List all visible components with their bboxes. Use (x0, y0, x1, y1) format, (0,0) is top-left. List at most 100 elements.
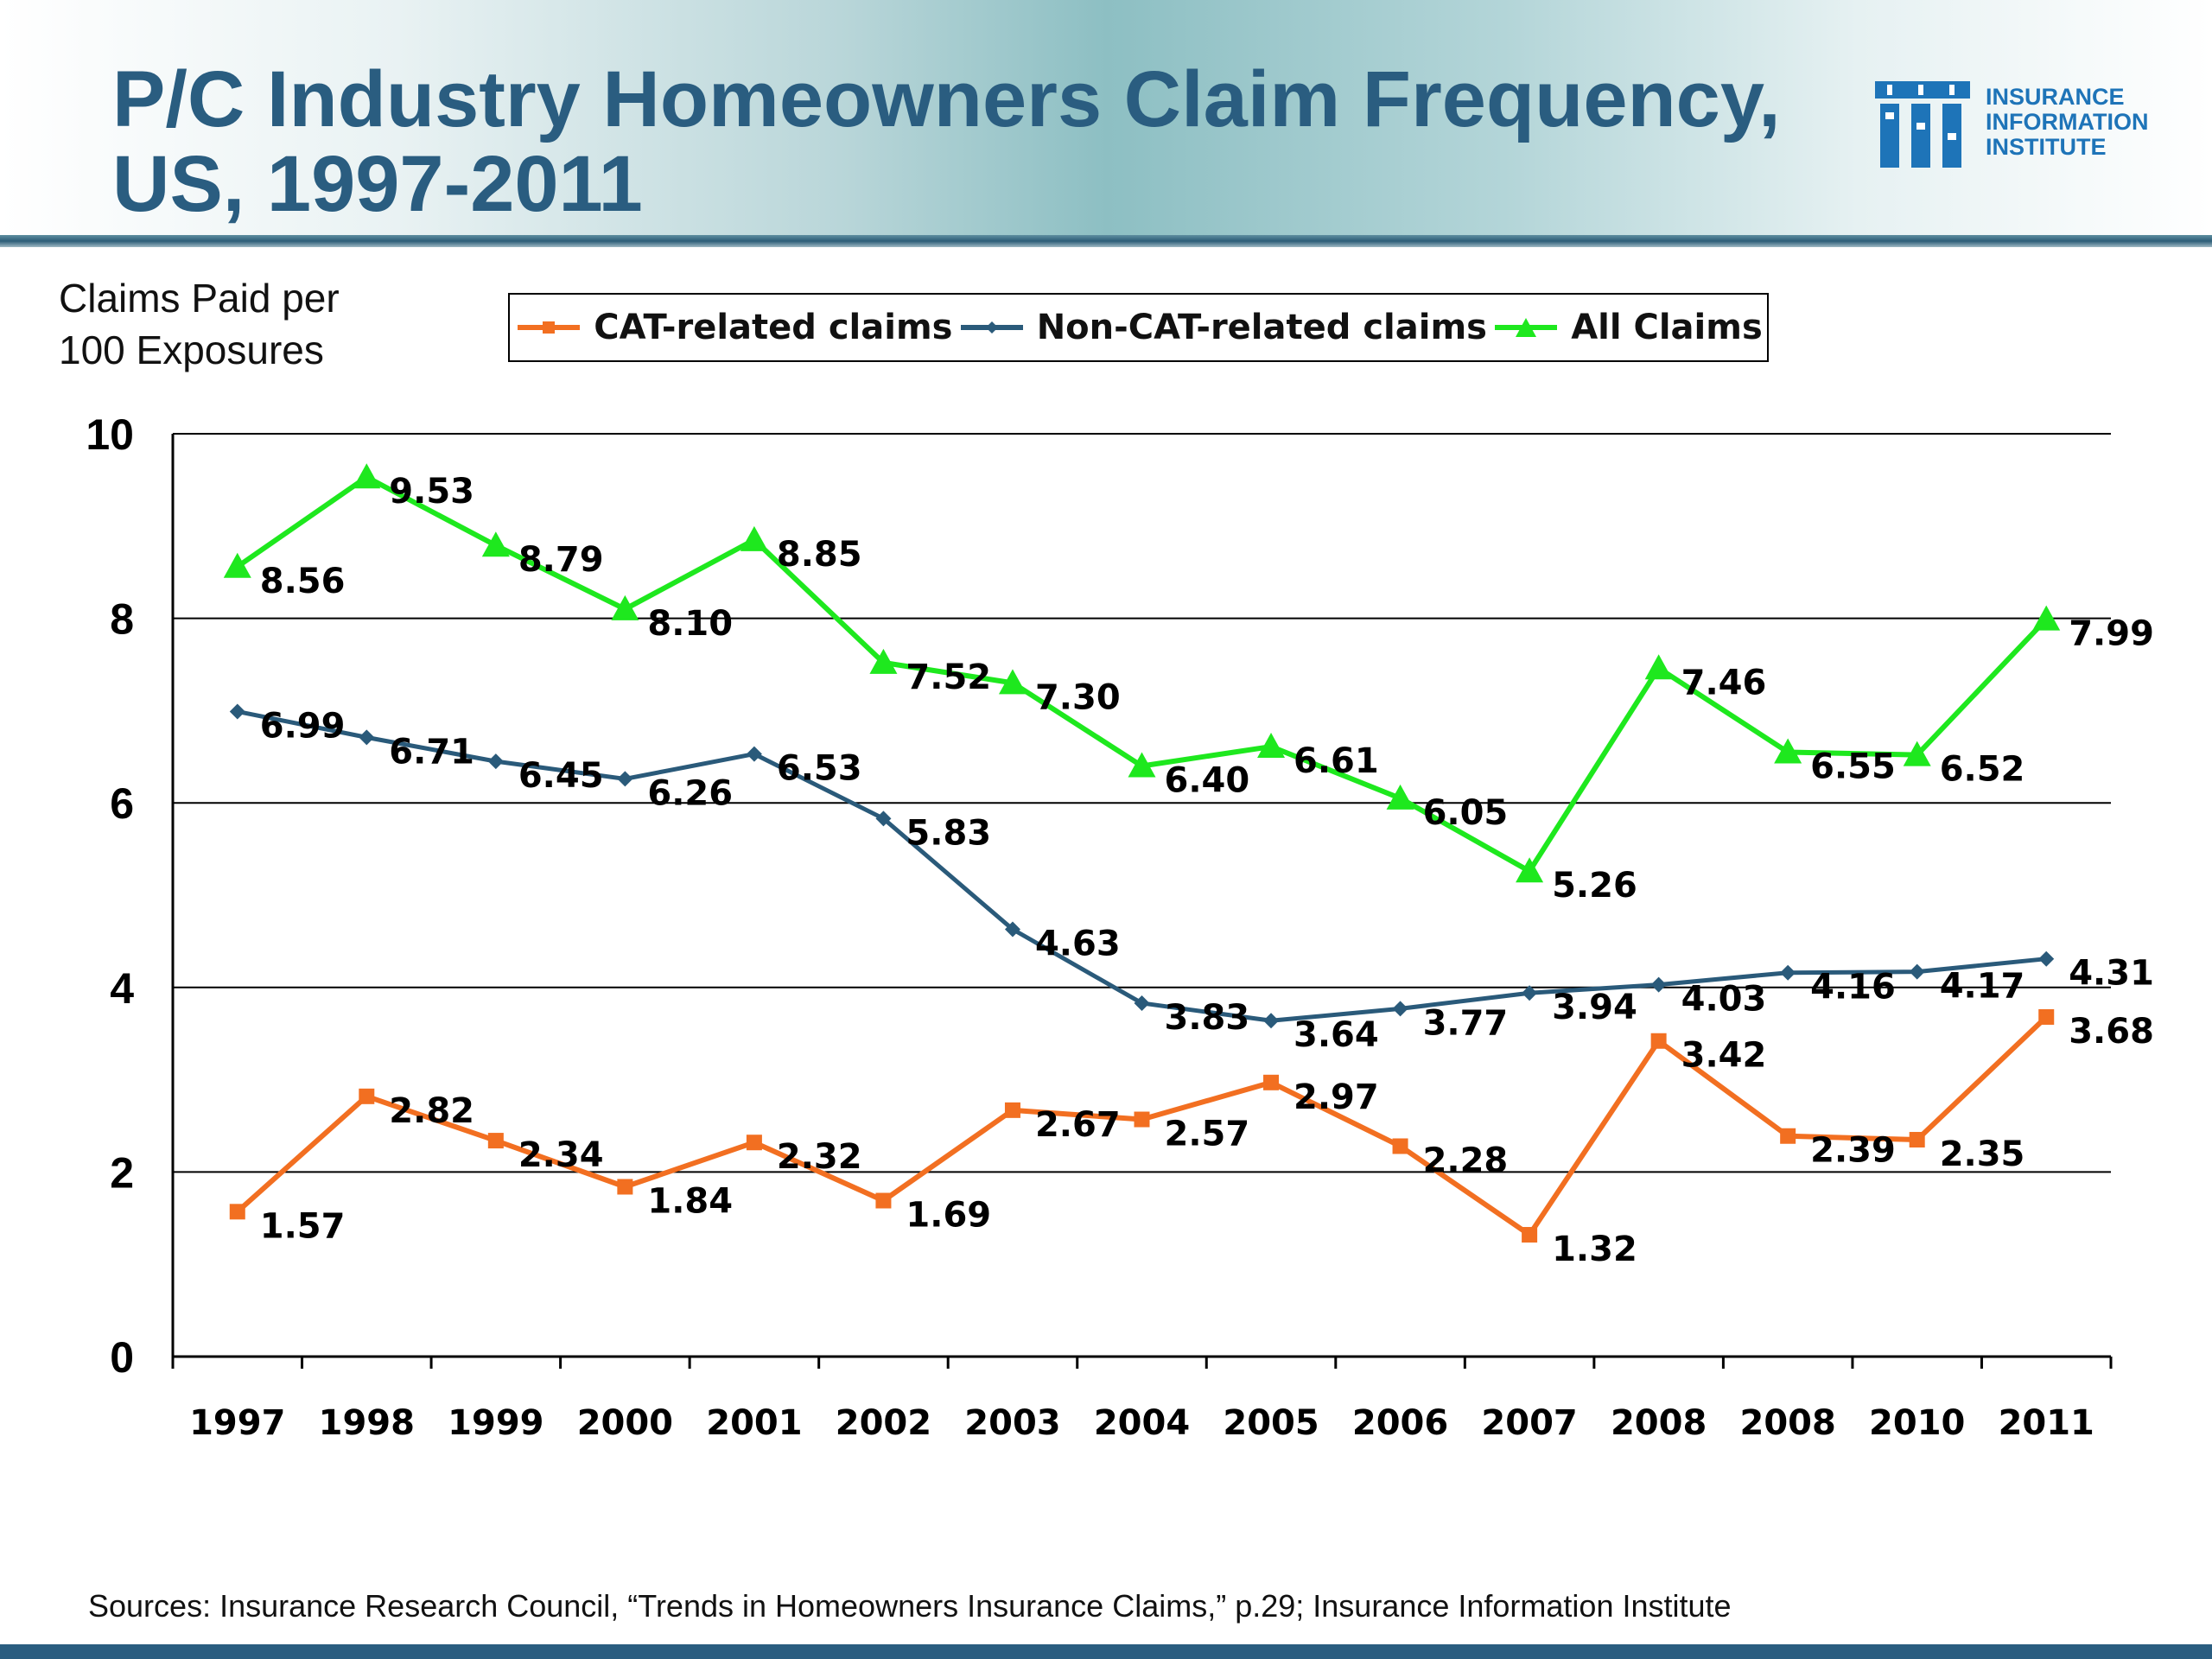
data-label: 4.31 (2069, 954, 2154, 994)
cat-point (1004, 1102, 1020, 1118)
data-label: 2.57 (1165, 1115, 1250, 1154)
y-tick-label: 8 (110, 595, 134, 644)
noncat-point (1004, 921, 1020, 938)
data-label: 3.77 (1423, 1003, 1509, 1043)
data-label: 4.17 (1940, 967, 2025, 1007)
noncat-point (1392, 1001, 1408, 1017)
x-tick-label: 2007 (1481, 1403, 1577, 1443)
cat-point (875, 1192, 892, 1209)
cat-point (1522, 1227, 1538, 1243)
series-line-3 (236, 474, 2049, 874)
x-tick-label: 2005 (1223, 1403, 1319, 1443)
data-label: 1.57 (260, 1206, 346, 1246)
data-label: 6.53 (777, 749, 862, 789)
cat-point (487, 1133, 504, 1149)
all-claims-point (353, 463, 381, 489)
x-tick-label: 1999 (448, 1403, 543, 1443)
logo-line-3: INSTITUTE (1986, 134, 2107, 160)
x-tick-label: 1998 (319, 1403, 415, 1443)
data-label: 8.10 (647, 604, 733, 644)
noncat-point (1263, 1013, 1280, 1029)
legend-swatch-all (1495, 318, 1558, 337)
all-claims-point (1644, 654, 1673, 680)
all-claims-point (998, 669, 1027, 695)
data-label: 6.45 (518, 756, 604, 796)
data-label: 4.03 (1681, 980, 1767, 1020)
all-claims-point (1257, 733, 1286, 759)
y-unit-line-1: Claims Paid per (59, 276, 340, 321)
all-claims-point (1128, 752, 1156, 778)
legend-swatch-cat (518, 321, 581, 334)
data-label: 5.83 (906, 813, 991, 853)
data-label: 3.83 (1165, 998, 1250, 1038)
data-label: 1.69 (906, 1196, 991, 1236)
all-claims-point (223, 552, 251, 578)
cat-point (746, 1135, 762, 1151)
data-label: 6.99 (260, 706, 346, 746)
y-tick-label: 2 (110, 1148, 134, 1197)
page-title: P/C Industry Homeowners Claim Frequency,… (112, 57, 1840, 226)
data-label: 9.53 (389, 472, 474, 512)
cat-point (1392, 1138, 1408, 1154)
data-label: 6.52 (1940, 750, 2025, 790)
all-claims-point (1774, 738, 1802, 764)
noncat-point (875, 810, 892, 827)
all-claims-point (869, 648, 898, 674)
y-unit-line-2: 100 Exposures (59, 327, 324, 372)
header-divider (0, 235, 2212, 247)
data-label: 3.94 (1552, 988, 1637, 1027)
noncat-point (359, 729, 375, 746)
footer-bar (0, 1644, 2212, 1659)
cat-point (2038, 1008, 2055, 1025)
cat-point (1263, 1074, 1280, 1090)
data-label: 1.32 (1552, 1230, 1637, 1269)
data-label: 7.99 (2069, 614, 2154, 654)
data-label: 3.68 (2069, 1012, 2154, 1052)
noncat-point (617, 771, 633, 787)
data-label: 6.26 (647, 773, 733, 813)
noncat-point (2038, 950, 2055, 967)
x-tick-label: 2003 (964, 1403, 1060, 1443)
cat-point (1780, 1128, 1796, 1144)
y-tick-label: 10 (86, 410, 134, 459)
data-label: 2.34 (518, 1135, 604, 1175)
x-tick-label: 2010 (1869, 1403, 1965, 1443)
legend-item-all: All Claims (1491, 308, 1763, 347)
cat-point (1650, 1033, 1667, 1049)
data-label: 3.42 (1681, 1036, 1767, 1076)
iii-logo-text: INSURANCE INFORMATION INSTITUTE (1986, 85, 2193, 160)
y-tick-label: 6 (110, 779, 134, 828)
data-label: 7.52 (906, 658, 991, 697)
data-label: 6.71 (389, 732, 474, 772)
data-label: 7.46 (1681, 663, 1767, 702)
data-label: 1.84 (647, 1181, 733, 1221)
x-tick-label: 2008 (1740, 1403, 1836, 1443)
cat-point (1909, 1132, 1925, 1148)
title-line-2: US, 1997-2011 (112, 140, 643, 228)
data-label: 6.40 (1165, 760, 1250, 800)
x-tick-label: 2000 (577, 1403, 673, 1443)
noncat-point (746, 746, 762, 762)
all-claims-point (740, 525, 768, 551)
noncat-point (1909, 963, 1925, 980)
x-tick-label: 2002 (836, 1403, 931, 1443)
data-label: 8.85 (777, 535, 862, 575)
title-line-1: P/C Industry Homeowners Claim Frequency, (112, 55, 1781, 143)
data-label: 2.28 (1423, 1141, 1509, 1180)
data-label: 2.35 (1940, 1135, 2025, 1174)
cat-point (617, 1179, 633, 1195)
noncat-point (229, 703, 245, 720)
noncat-point (1650, 976, 1667, 993)
all-claims-point (1386, 784, 1414, 810)
legend-label-cat: CAT-related claims (594, 308, 953, 347)
source-note: Sources: Insurance Research Council, “Tr… (88, 1588, 1732, 1624)
legend-item-cat: CAT-related claims (514, 308, 952, 347)
logo-line-2: INFORMATION (1986, 109, 2149, 135)
y-tick-label: 4 (110, 964, 134, 1013)
data-label: 2.82 (389, 1091, 474, 1131)
all-claims-point (1903, 741, 1931, 766)
iii-logo: INSURANCE INFORMATION INSTITUTE (1875, 81, 2186, 168)
claim-frequency-chart: 0 2 4 6 8 10 1997 1998 1999 2000 2001 2002 2003 2004 2… (86, 410, 2154, 1443)
x-tick-label: 1997 (189, 1403, 285, 1443)
y-axis-unit-label: Claims Paid per 100 Exposures (59, 272, 404, 376)
